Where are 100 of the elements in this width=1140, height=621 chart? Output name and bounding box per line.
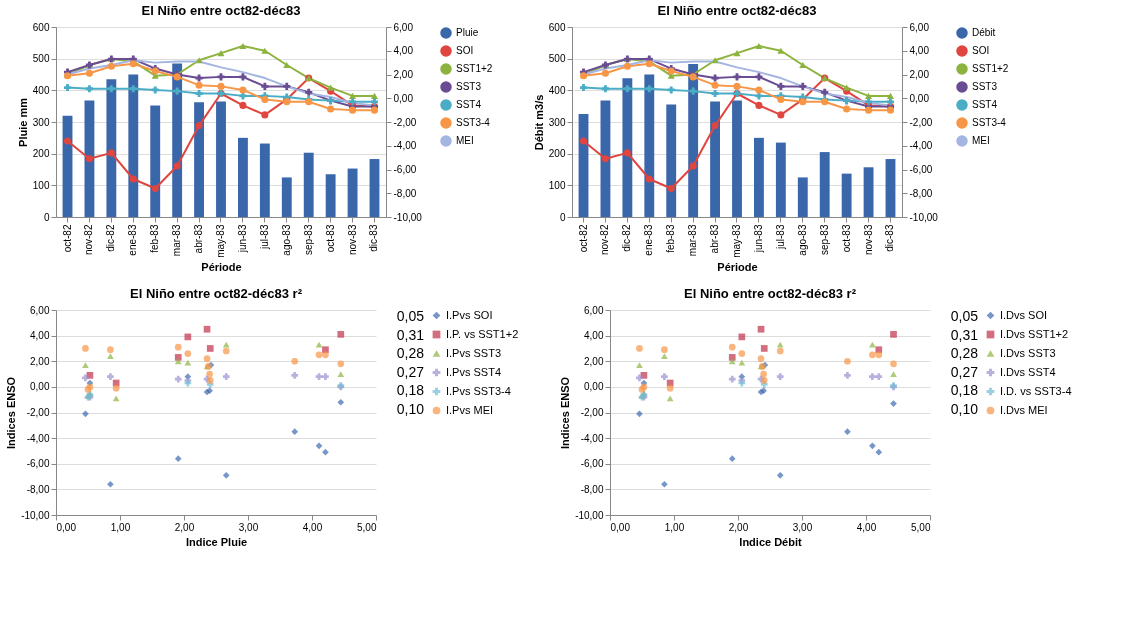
x-tick-label: feb-83 xyxy=(149,224,161,253)
y2-tick-label: -8,00 xyxy=(909,187,933,199)
x-axis-title: Indice Pluie xyxy=(185,535,248,548)
x-tick-label: mar-83 xyxy=(687,224,699,257)
y2-tick-label: -4,00 xyxy=(909,140,933,152)
y-tick-label: 4,00 xyxy=(584,330,604,342)
legend-label: I.Pvs SOI xyxy=(446,308,493,321)
x-tick-label: jun-83 xyxy=(752,224,764,254)
y2-tick-label: -2,00 xyxy=(909,116,933,128)
x-tick-label: oct-82 xyxy=(61,224,73,253)
legend-label: SST1+2 xyxy=(456,63,493,74)
x-tick-label: 0,00 xyxy=(56,521,77,533)
legend-label: I.D. vs SST3-4 xyxy=(1000,384,1072,397)
x-tick-label: 2,00 xyxy=(728,521,749,533)
y-axis-title: Indices ENSO xyxy=(5,376,18,450)
text: 0,31 xyxy=(950,326,979,343)
y-tick-label: -2,00 xyxy=(26,407,50,418)
x-tick-label: dic-82 xyxy=(105,224,117,252)
x-tick-label: jun-83 xyxy=(236,224,248,254)
text: 0,18 xyxy=(950,382,979,398)
x-tick-label: 0,00 xyxy=(610,521,631,533)
text: 0,10 xyxy=(396,400,425,417)
y2-tick-label: 6,00 xyxy=(393,21,414,33)
x-axis-title: Indice Débit xyxy=(739,535,803,548)
legend-label: I.Dvs SST3 xyxy=(1000,346,1056,359)
y-tick-label: 200 xyxy=(32,148,50,160)
x-tick-label: 2,00 xyxy=(174,521,195,533)
legend-label: I.Dvs SST1+2 xyxy=(1000,327,1069,340)
x-tick-label: oct-83 xyxy=(840,224,852,253)
y-tick-label: 500 xyxy=(548,53,566,65)
legend-label: I.Dvs MEI xyxy=(1000,403,1048,416)
x-tick-label: jul-83 xyxy=(258,224,270,250)
x-tick-label: oct-83 xyxy=(324,224,336,253)
text: 0,28 xyxy=(950,345,979,361)
x-tick-label: nov-83 xyxy=(346,224,358,256)
x-tick-label: may-83 xyxy=(731,224,742,258)
y-axis-title: Débit m3/s xyxy=(532,94,545,151)
y2-tick-label: -4,00 xyxy=(393,140,417,152)
y-tick-label: -4,00 xyxy=(580,432,604,444)
x-tick-label: 4,00 xyxy=(856,521,877,533)
y-tick-label: 400 xyxy=(548,84,566,96)
y-tick-label: 100 xyxy=(32,179,50,191)
x-tick-label: nov-82 xyxy=(83,224,95,256)
x-tick-label: nov-82 xyxy=(599,224,611,256)
legend-label: SST4 xyxy=(456,99,482,110)
y-tick-label: -6,00 xyxy=(26,458,50,470)
legend-label: SST3 xyxy=(456,81,482,92)
y-tick-label: 300 xyxy=(548,116,566,128)
x-tick-label: sep-83 xyxy=(302,224,314,256)
legend-label: I.P. vs SST1+2 xyxy=(446,327,519,340)
y-tick-label: 0 xyxy=(43,211,50,223)
text: 0,18 xyxy=(396,382,425,398)
y2-tick-label: 2,00 xyxy=(393,69,414,80)
x-tick-label: dic-83 xyxy=(368,224,380,252)
y2-tick-label: 4,00 xyxy=(909,45,930,57)
x-tick-label: 5,00 xyxy=(357,521,377,533)
y-tick-label: -4,00 xyxy=(26,432,50,444)
legend-label: I.Pvs SST3 xyxy=(446,346,502,359)
x-tick-label: ago-83 xyxy=(280,224,292,256)
y2-tick-label: -10,00 xyxy=(909,211,939,223)
legend-label: SOI xyxy=(456,45,474,56)
text: 0,28 xyxy=(396,345,425,361)
text: 0,10 xyxy=(950,400,979,417)
y-tick-label: 600 xyxy=(548,21,566,33)
y-tick-label: 0,00 xyxy=(584,381,604,393)
x-tick-label: 3,00 xyxy=(238,521,259,533)
y2-tick-label: -10,00 xyxy=(393,211,423,223)
legend-label: I.Pvs SST4 xyxy=(446,365,502,378)
text: 0,05 xyxy=(950,308,979,324)
y2-tick-label: 2,00 xyxy=(909,69,930,80)
y-tick-label: 6,00 xyxy=(30,304,50,316)
x-tick-label: feb-83 xyxy=(665,224,677,253)
legend-label: I.Pvs MEI xyxy=(446,403,494,416)
legend-label: Débit xyxy=(972,27,996,38)
chart-title: El Niño entre oct82-déc83 r² xyxy=(684,286,857,301)
y2-tick-label: -6,00 xyxy=(393,164,417,175)
y-tick-label: -10,00 xyxy=(21,509,50,521)
y-tick-label: -8,00 xyxy=(580,483,604,495)
legend-label: SST3 xyxy=(972,81,998,92)
x-tick-label: 5,00 xyxy=(911,521,931,533)
x-tick-label: jul-83 xyxy=(774,224,786,250)
y-tick-label: 600 xyxy=(32,21,50,33)
x-tick-label: abr-83 xyxy=(709,224,721,254)
legend-label: Pluie xyxy=(456,27,479,38)
y-tick-label: 2,00 xyxy=(30,355,50,367)
x-tick-label: sep-83 xyxy=(818,224,830,256)
x-tick-label: 1,00 xyxy=(664,521,685,533)
y-axis-title: Indices ENSO xyxy=(559,376,572,450)
text: 0,27 xyxy=(950,363,979,380)
x-tick-label: dic-82 xyxy=(621,224,633,252)
y-tick-label: -2,00 xyxy=(580,407,604,418)
x-tick-label: oct-82 xyxy=(577,224,589,253)
y-tick-label: 500 xyxy=(32,53,50,65)
chart-title: El Niño entre oct82-déc83 xyxy=(141,3,301,18)
text: 0,27 xyxy=(396,363,425,380)
y-axis-title: Pluie mm xyxy=(16,97,29,147)
x-tick-label: ene-83 xyxy=(127,224,139,256)
x-tick-label: dic-83 xyxy=(884,224,896,252)
x-axis-title: Période xyxy=(201,260,242,273)
x-tick-label: nov-83 xyxy=(862,224,874,256)
